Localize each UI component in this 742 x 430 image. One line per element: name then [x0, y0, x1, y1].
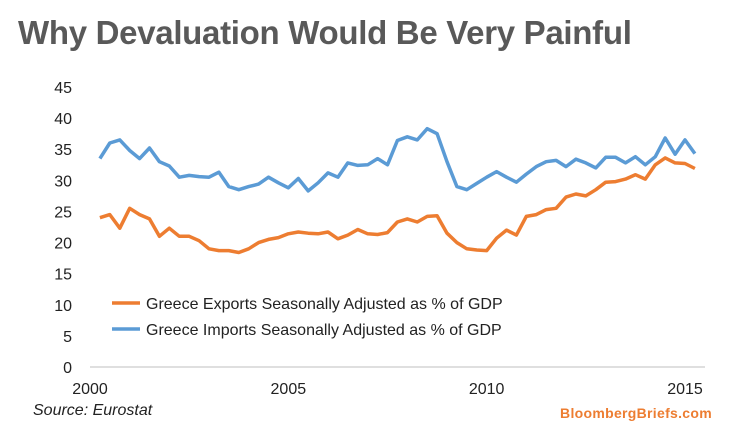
brand-logo: BloombergBriefs.com: [560, 405, 712, 421]
y-tick-label: 15: [54, 267, 72, 284]
y-tick-label: 25: [54, 204, 72, 221]
x-tick-label: 2005: [271, 381, 307, 398]
source-note: Source: Eurostat: [33, 402, 153, 419]
x-tick-label: 2000: [72, 381, 108, 398]
series-line-imports: [98, 126, 697, 193]
y-tick-label: 35: [54, 142, 72, 159]
x-tick-label: 2010: [469, 381, 505, 398]
legend-label: Greece Imports Seasonally Adjusted as % …: [146, 322, 502, 339]
x-tick-label: 2015: [667, 381, 703, 398]
series-line-exports: [99, 156, 696, 255]
legend-label: Greece Exports Seasonally Adjusted as % …: [146, 296, 503, 313]
y-tick-label: 45: [54, 80, 72, 97]
y-tick-label: 10: [54, 298, 72, 315]
y-tick-label: 0: [63, 360, 72, 377]
y-tick-label: 40: [54, 111, 72, 128]
y-tick-label: 30: [54, 173, 72, 190]
y-tick-label: 5: [63, 329, 72, 346]
chart-title: Why Devaluation Would Be Very Painful: [18, 14, 632, 51]
y-tick-label: 20: [54, 236, 72, 253]
